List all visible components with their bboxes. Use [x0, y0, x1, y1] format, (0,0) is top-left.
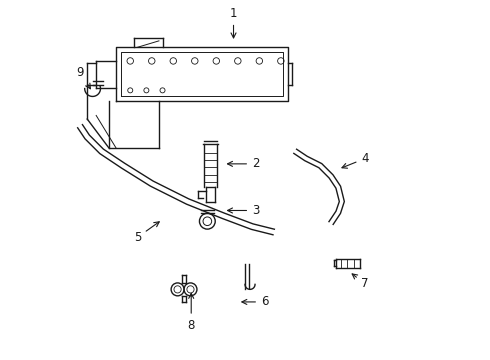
Text: 5: 5 — [134, 222, 159, 244]
Text: 4: 4 — [342, 152, 369, 168]
Text: 8: 8 — [188, 293, 195, 332]
Text: 7: 7 — [352, 274, 369, 291]
Text: 1: 1 — [230, 7, 237, 38]
Text: 9: 9 — [76, 66, 91, 89]
Text: 6: 6 — [242, 296, 269, 309]
Text: 3: 3 — [227, 204, 259, 217]
Text: 2: 2 — [227, 157, 260, 170]
